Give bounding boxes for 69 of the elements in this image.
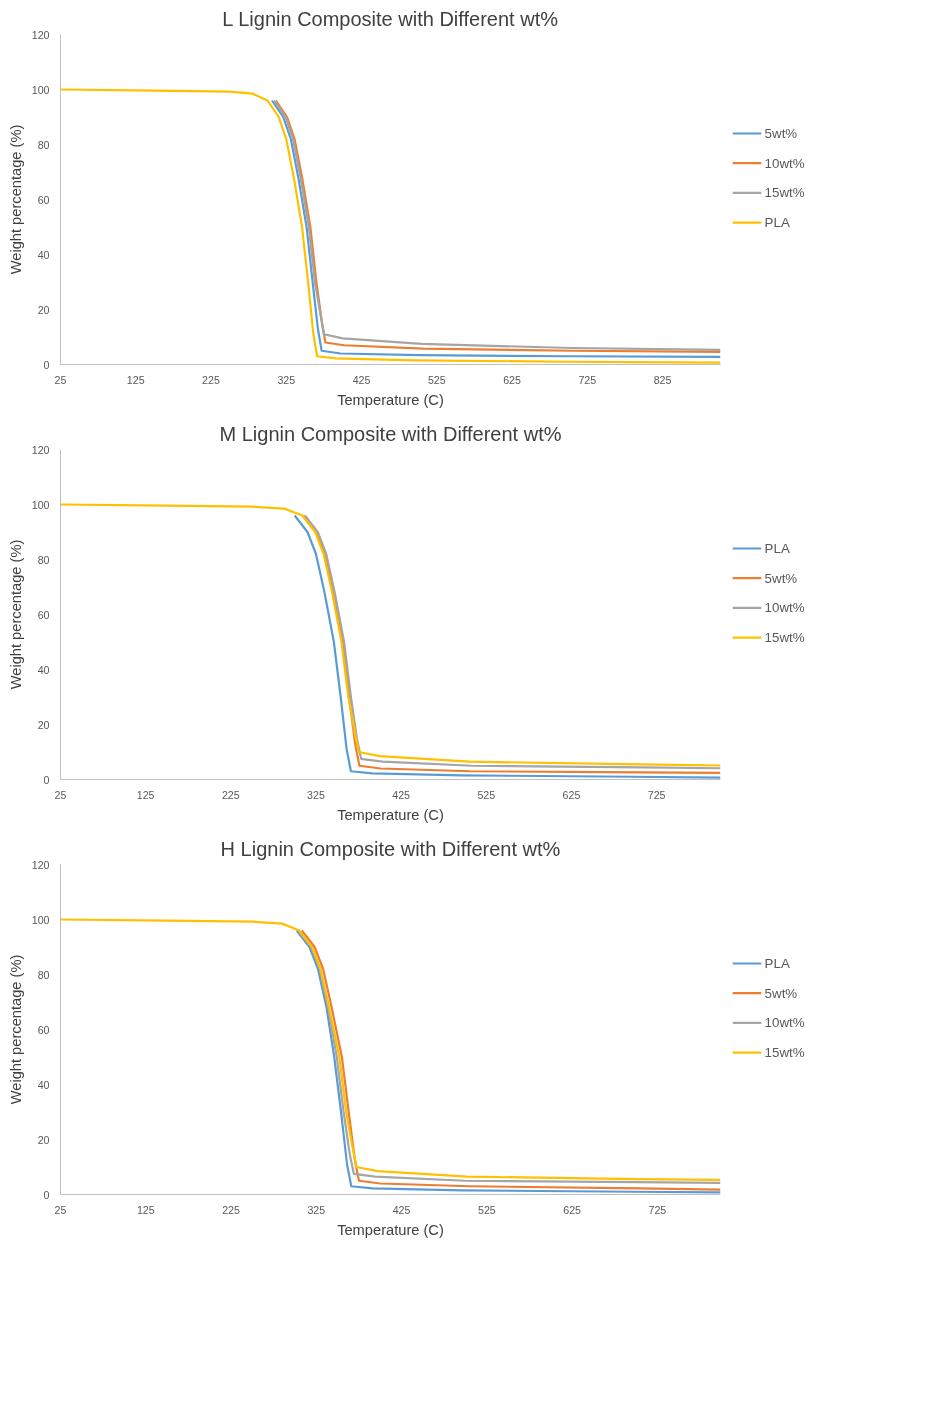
x-tick-label: 25 bbox=[54, 788, 67, 801]
x-tick-label: 325 bbox=[307, 1203, 326, 1216]
legend-label: PLA bbox=[764, 956, 790, 971]
x-tick-label: 125 bbox=[136, 1203, 155, 1216]
legend-label: 15wt% bbox=[764, 1045, 805, 1061]
y-tick-label: 0 bbox=[43, 773, 50, 786]
x-tick-label: 625 bbox=[563, 1203, 582, 1216]
y-tick-label: 80 bbox=[37, 138, 50, 151]
y-tick-label: 40 bbox=[37, 248, 50, 261]
x-axis-title: Temperature (C) bbox=[337, 391, 444, 408]
x-axis-title: Temperature (C) bbox=[337, 806, 444, 823]
x-tick-label: 625 bbox=[562, 788, 581, 801]
y-tick-label: 100 bbox=[31, 913, 50, 926]
x-tick-label: 725 bbox=[578, 373, 597, 386]
y-axis-title: Weight percentage (%) bbox=[7, 539, 24, 690]
y-tick-label: 0 bbox=[43, 358, 50, 371]
legend-label: 15wt% bbox=[764, 185, 805, 201]
y-tick-label: 120 bbox=[31, 28, 50, 41]
x-tick-label: 825 bbox=[653, 373, 672, 386]
x-tick-label: 325 bbox=[307, 788, 325, 801]
y-axis-title: Weight percentage (%) bbox=[7, 124, 24, 275]
y-tick-label: 60 bbox=[37, 608, 50, 621]
line-series bbox=[60, 918, 721, 1182]
y-tick-label: 80 bbox=[37, 553, 50, 566]
x-tick-label: 125 bbox=[126, 373, 145, 386]
y-tick-label: 40 bbox=[37, 1078, 50, 1091]
legend-label: PLA bbox=[764, 215, 790, 231]
y-tick-label: 0 bbox=[43, 1188, 50, 1201]
x-tick-label: 225 bbox=[202, 373, 220, 386]
x-tick-label: 425 bbox=[392, 788, 411, 801]
x-tick-label: 225 bbox=[221, 788, 240, 801]
x-tick-label: 725 bbox=[648, 1203, 667, 1216]
legend-label: 5wt% bbox=[764, 570, 798, 586]
x-tick-label: 525 bbox=[477, 1203, 496, 1216]
chart-title: L Lignin Composite with Different wt% bbox=[222, 7, 559, 30]
y-tick-label: 40 bbox=[37, 663, 50, 676]
y-tick-label: 60 bbox=[37, 1023, 50, 1036]
y-tick-label: 20 bbox=[37, 718, 50, 731]
y-tick-label: 80 bbox=[37, 968, 50, 981]
line-series bbox=[60, 503, 721, 767]
legend-label: 10wt% bbox=[764, 1015, 805, 1031]
legend-label: PLA bbox=[764, 541, 790, 556]
legend-label: 5wt% bbox=[764, 126, 798, 141]
legend-label: 10wt% bbox=[764, 155, 805, 171]
legend-label: 10wt% bbox=[764, 600, 805, 616]
y-tick-label: 20 bbox=[37, 303, 50, 316]
x-tick-label: 525 bbox=[427, 373, 446, 386]
x-tick-label: 225 bbox=[222, 1203, 241, 1216]
chart-title: H Lignin Composite with Different wt% bbox=[220, 837, 561, 860]
chart-title: M Lignin Composite with Different wt% bbox=[219, 422, 562, 445]
y-tick-label: 120 bbox=[31, 443, 50, 456]
x-tick-label: 625 bbox=[503, 373, 521, 386]
y-tick-label: 60 bbox=[37, 193, 50, 206]
x-tick-label: 425 bbox=[392, 1203, 411, 1216]
x-tick-label: 325 bbox=[277, 373, 296, 386]
y-axis-title: Weight percentage (%) bbox=[7, 954, 24, 1105]
x-tick-label: 25 bbox=[54, 1203, 67, 1216]
x-tick-label: 725 bbox=[647, 788, 666, 801]
x-tick-label: 25 bbox=[54, 373, 67, 386]
x-tick-label: 125 bbox=[136, 788, 155, 801]
y-tick-label: 100 bbox=[31, 498, 50, 511]
x-axis-title: Temperature (C) bbox=[337, 1221, 444, 1238]
y-tick-label: 20 bbox=[37, 1133, 50, 1146]
y-tick-label: 120 bbox=[31, 858, 50, 871]
y-tick-label: 100 bbox=[31, 83, 50, 96]
x-tick-label: 525 bbox=[477, 788, 496, 801]
legend-label: 15wt% bbox=[764, 630, 805, 646]
legend-label: 5wt% bbox=[764, 985, 798, 1001]
x-tick-label: 425 bbox=[352, 373, 371, 386]
